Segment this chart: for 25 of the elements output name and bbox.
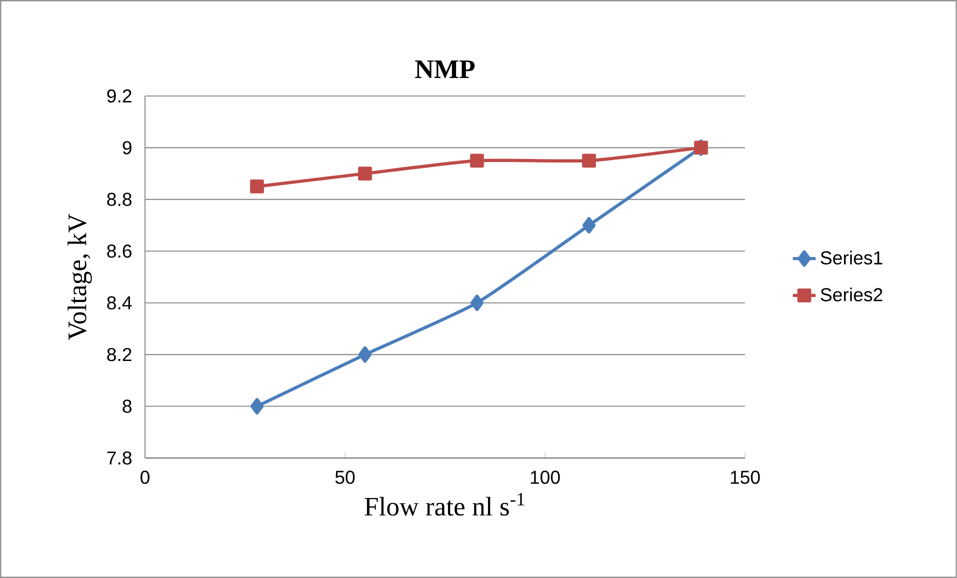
x-axis-title: Flow rate nl s$^{-1}$	[364, 493, 524, 516]
x-tick-label: 0	[140, 470, 150, 484]
point	[250, 398, 264, 415]
point	[470, 154, 484, 168]
point	[250, 180, 264, 194]
y-tick-label: 9.2	[107, 89, 132, 103]
x-tick-label: 150	[730, 470, 760, 484]
point	[358, 166, 372, 180]
y-tick-label: 9	[122, 141, 132, 154]
y-tick-label: 8.2	[107, 348, 132, 362]
point	[470, 294, 484, 312]
x-tick-label: 100	[530, 470, 560, 484]
legend-label: Series2	[820, 288, 882, 302]
point	[358, 346, 372, 363]
x-tick-label: 50	[335, 470, 355, 484]
y-tick-label: 8.6	[107, 244, 132, 258]
point	[582, 154, 596, 168]
point	[582, 217, 596, 234]
y-tick-label: 8.4	[107, 296, 132, 310]
legend-label: Series1	[820, 250, 882, 265]
y-axis-title: Voltage, kV	[68, 214, 92, 340]
chart-title: NMP	[415, 60, 475, 78]
y-tick-label: 8	[122, 400, 132, 413]
y-tick-label: 8.8	[107, 192, 132, 206]
y-tick-label: 7.8	[107, 451, 132, 465]
